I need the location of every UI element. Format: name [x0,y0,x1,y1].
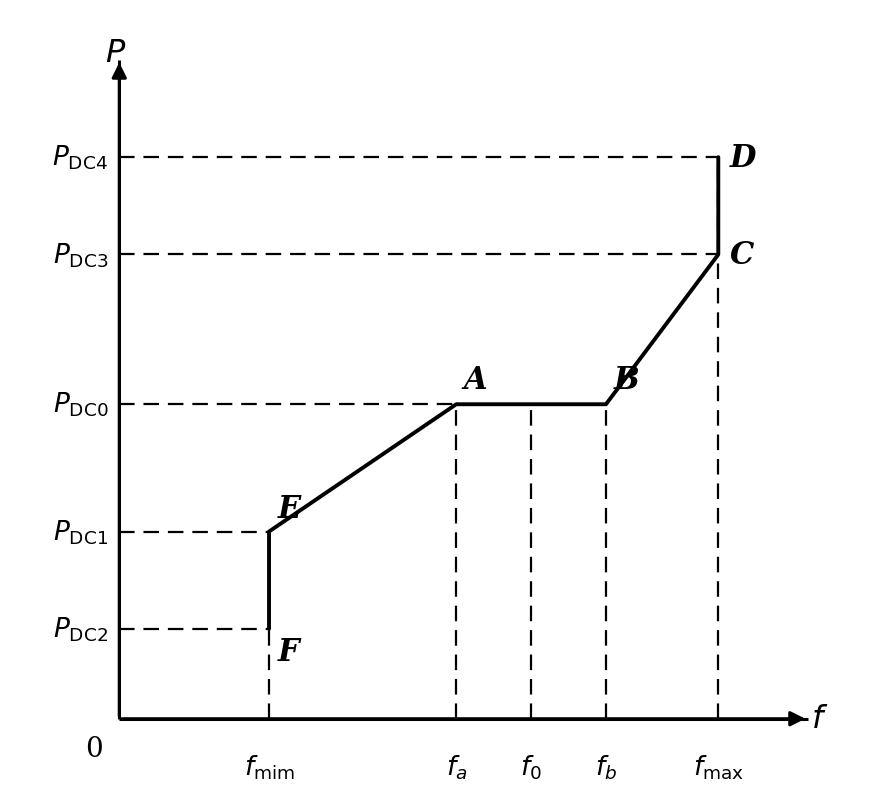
Text: D: D [730,143,756,173]
Text: $P$: $P$ [105,38,126,69]
Text: $f_{\mathrm{max}}$: $f_{\mathrm{max}}$ [693,752,744,781]
Text: E: E [278,493,301,525]
Text: $P_{\mathrm{DC0}}$: $P_{\mathrm{DC0}}$ [52,391,108,419]
Text: $f_b$: $f_b$ [595,752,617,781]
Text: $f_0$: $f_0$ [521,752,542,781]
Text: $P_{\mathrm{DC3}}$: $P_{\mathrm{DC3}}$ [52,241,108,269]
Text: B: B [613,365,640,395]
Text: $P_{\mathrm{DC4}}$: $P_{\mathrm{DC4}}$ [52,144,108,172]
Text: C: C [730,240,753,270]
Text: $f$: $f$ [811,703,828,735]
Text: $P_{\mathrm{DC1}}$: $P_{\mathrm{DC1}}$ [53,517,108,546]
Text: $f_a$: $f_a$ [445,752,467,781]
Text: $P_{\mathrm{DC2}}$: $P_{\mathrm{DC2}}$ [53,615,108,643]
Text: $f_{\mathrm{mim}}$: $f_{\mathrm{mim}}$ [243,752,295,781]
Text: A: A [464,365,487,395]
Text: 0: 0 [85,735,102,762]
Text: F: F [278,637,299,667]
